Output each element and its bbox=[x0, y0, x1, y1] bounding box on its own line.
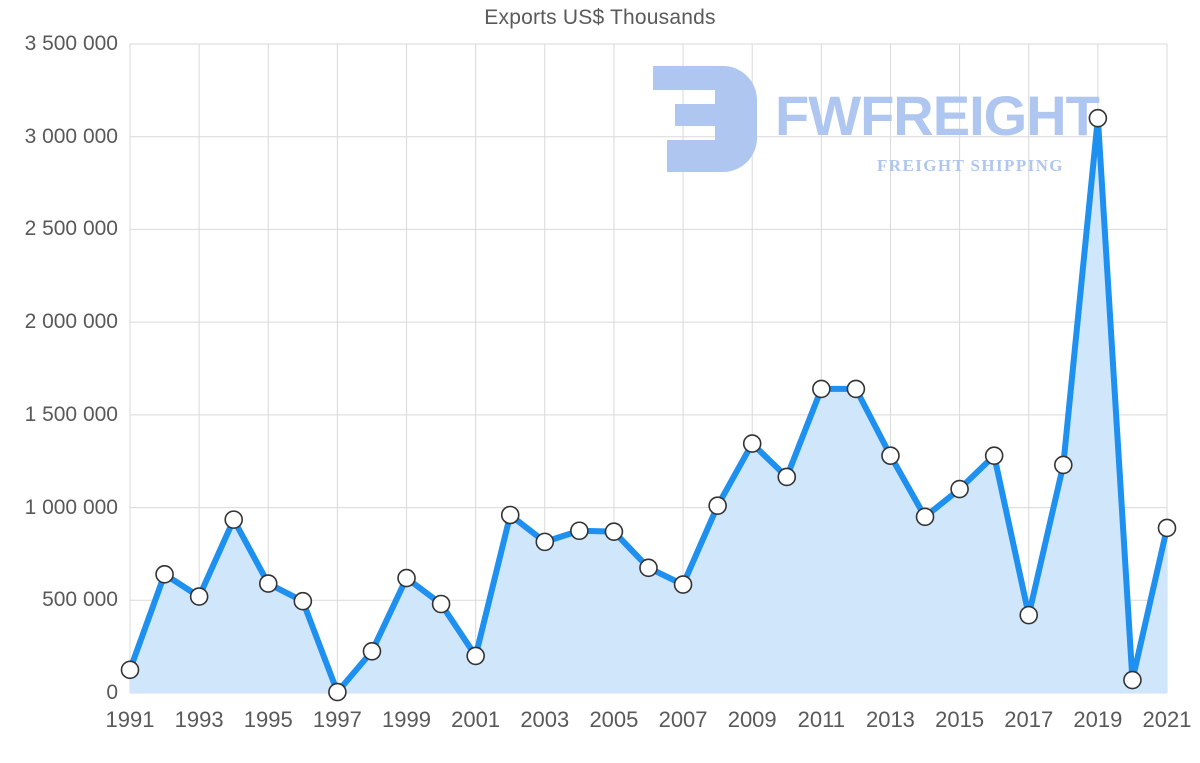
data-point-marker bbox=[189, 587, 209, 606]
data-point-marker bbox=[950, 479, 969, 499]
y-axis-tick-label: 500 000 bbox=[42, 588, 118, 612]
y-axis-tick-label: 3 000 000 bbox=[24, 124, 118, 148]
data-point-marker bbox=[1054, 455, 1073, 475]
y-axis-tick-label: 1 500 000 bbox=[24, 402, 118, 426]
x-axis-tick-label: 1995 bbox=[243, 707, 293, 732]
data-point-marker bbox=[846, 379, 866, 399]
area-fill bbox=[130, 118, 1167, 693]
data-point-markers bbox=[120, 108, 1177, 702]
area-fill-layer bbox=[130, 118, 1167, 693]
data-point-marker bbox=[535, 532, 555, 552]
data-point-marker bbox=[500, 505, 520, 525]
x-axis-tick-label: 2011 bbox=[797, 707, 845, 732]
data-point-marker bbox=[812, 379, 831, 399]
data-point-marker bbox=[708, 496, 727, 516]
y-axis-tick-label: 1 000 000 bbox=[24, 495, 118, 519]
data-point-marker bbox=[673, 575, 693, 594]
data-point-marker bbox=[431, 594, 451, 614]
data-point-marker bbox=[777, 467, 797, 487]
x-axis-tick-label: 2017 bbox=[1004, 707, 1054, 732]
y-axis-tick-label: 2 500 000 bbox=[24, 217, 118, 241]
data-point-marker bbox=[639, 558, 658, 578]
data-point-marker bbox=[155, 565, 174, 584]
data-point-marker bbox=[604, 522, 624, 541]
x-axis-tick-label: 2007 bbox=[658, 707, 708, 732]
data-point-marker bbox=[1123, 670, 1142, 690]
data-point-marker bbox=[881, 446, 900, 465]
x-axis-tick-label: 2005 bbox=[589, 707, 639, 732]
x-axis-tick-label: 1999 bbox=[382, 707, 432, 732]
y-axis-tick-label: 0 bbox=[106, 681, 118, 704]
x-axis-tick-label: 2013 bbox=[865, 707, 915, 732]
data-point-marker bbox=[362, 641, 382, 661]
data-point-marker bbox=[397, 568, 416, 588]
y-axis-tick-label: 2 000 000 bbox=[24, 310, 118, 334]
data-point-marker bbox=[742, 434, 762, 453]
x-axis-tick-label: 2003 bbox=[520, 707, 570, 732]
data-point-marker bbox=[293, 591, 313, 611]
x-axis-tick-label: 2015 bbox=[935, 707, 985, 732]
x-axis-tick-label: 1991 bbox=[105, 707, 155, 732]
x-axis-tick-label: 2001 bbox=[451, 707, 501, 732]
x-axis-tick-label: 2009 bbox=[727, 707, 777, 732]
data-point-marker bbox=[1019, 605, 1039, 625]
x-axis-tick-label: 2019 bbox=[1073, 707, 1123, 732]
x-axis-tick-label: 1993 bbox=[174, 707, 224, 732]
data-point-marker bbox=[258, 574, 278, 593]
chart-title: Exports US$ Thousands bbox=[484, 6, 716, 29]
x-axis-tick-label: 2021 bbox=[1142, 707, 1192, 732]
data-point-marker bbox=[466, 646, 485, 666]
data-point-marker bbox=[570, 521, 589, 541]
y-axis-tick-label: 3 500 000 bbox=[24, 32, 118, 55]
data-point-marker bbox=[328, 682, 347, 702]
data-point-marker bbox=[120, 660, 140, 680]
data-point-marker bbox=[224, 510, 243, 529]
data-point-marker bbox=[1088, 108, 1108, 128]
data-point-marker bbox=[1157, 518, 1177, 538]
data-point-marker bbox=[984, 446, 1004, 465]
data-point-marker bbox=[915, 507, 935, 527]
x-axis-tick-label: 1997 bbox=[312, 707, 362, 732]
